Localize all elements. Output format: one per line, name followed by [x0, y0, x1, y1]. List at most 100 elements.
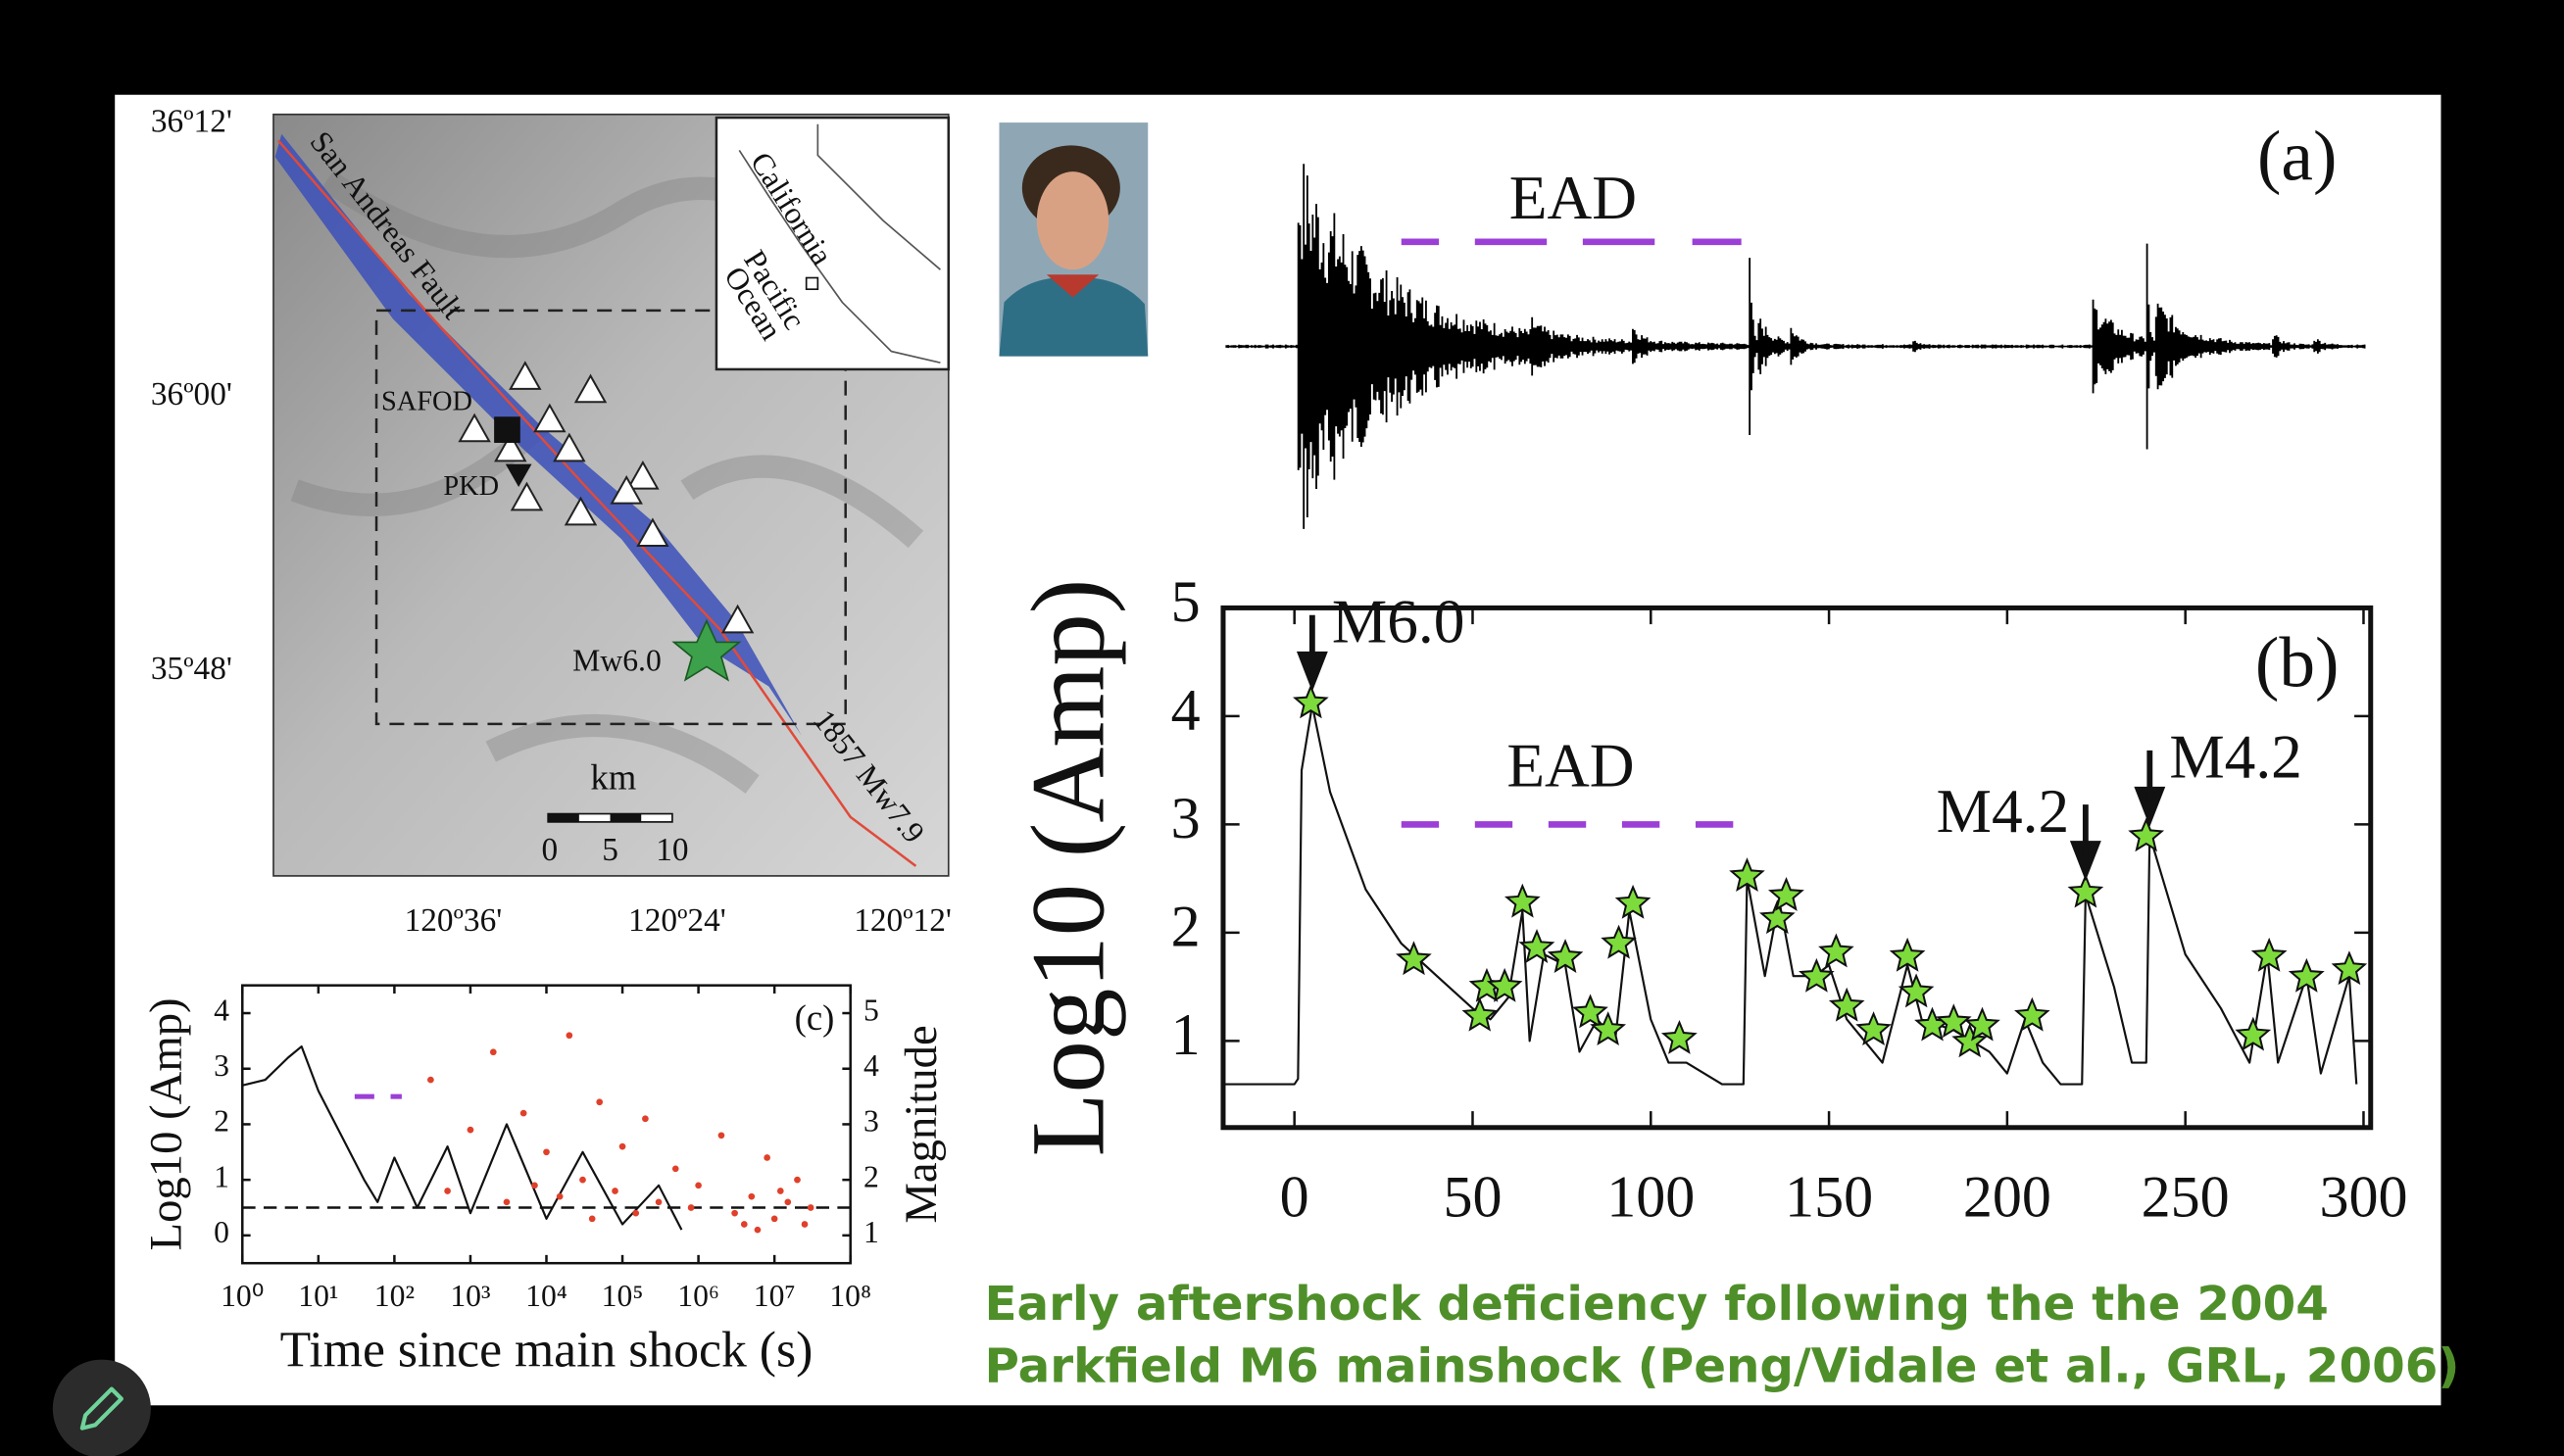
- event-star: [1799, 957, 1835, 993]
- y2-tick-label: 3: [863, 1104, 879, 1139]
- event-star: [2067, 873, 2104, 908]
- x-tick-label: 10⁴: [525, 1279, 567, 1313]
- x-tick-label: 10⁰: [221, 1279, 264, 1313]
- magnitude-dot: [784, 1198, 792, 1206]
- y-tick-label: 4: [214, 993, 229, 1027]
- y-tick-label: 1: [214, 1159, 229, 1193]
- magnitude-dot: [807, 1204, 814, 1211]
- y2-axis-label: Magnitude: [896, 1025, 947, 1223]
- lon-label: 120º12': [854, 902, 952, 939]
- magnitude-dot: [695, 1182, 702, 1189]
- event-star: [1767, 876, 1804, 911]
- magnitude-dot: [556, 1192, 564, 1200]
- magnitude-dot: [467, 1126, 474, 1134]
- amplitude-line: [242, 1044, 683, 1231]
- x-tick-label: 200: [1963, 1163, 2051, 1229]
- event-star: [1518, 929, 1555, 963]
- y-tick-label: 3: [214, 1048, 229, 1083]
- event-star: [1828, 987, 1865, 1022]
- event-star: [1572, 994, 1608, 1029]
- panel-label: (b): [2255, 623, 2340, 703]
- event-star: [1818, 933, 1854, 968]
- pkd-marker: [505, 463, 532, 488]
- magnitude-dot: [503, 1198, 511, 1206]
- scale-bar: [547, 812, 673, 823]
- magnitude-dot: [655, 1198, 663, 1206]
- mainshock-star: [671, 618, 742, 682]
- event-star: [2235, 1016, 2272, 1051]
- scale-unit: km: [590, 757, 636, 798]
- event-label: Mw6.0: [572, 643, 662, 677]
- panel-c: 10⁰ 10¹ 10² 10³ 10⁴ 10⁵ 10⁶ 10⁷ 10⁸ 0 1 2 3 4 1 2 3 4 5 (c)…: [141, 984, 947, 1378]
- x-tick-label: 10³: [450, 1279, 490, 1313]
- event-star: [1855, 1011, 1892, 1045]
- caption-line: Parkfield M6 mainshock (Peng/Vidale et a…: [984, 1339, 2459, 1394]
- event-star: [1759, 899, 1796, 935]
- y-tick-label: 4: [1171, 677, 1201, 743]
- stations: [458, 361, 755, 634]
- magnitude-dot: [740, 1221, 748, 1228]
- x-tick-label: 300: [2319, 1163, 2407, 1229]
- map: 36º12' 36º00' 35º48' 120º36' 120º24' 120…: [151, 103, 952, 939]
- magnitude-dot: [748, 1192, 756, 1200]
- event-star: [1292, 684, 1329, 719]
- magnitude-dot: [543, 1148, 550, 1156]
- event-star: [1614, 884, 1652, 919]
- magnitude-dot: [776, 1188, 784, 1194]
- panel-b: 0 50 100 150 200 250 300 1 2 3 4 5 EAD M6.0 M4.2 M4.2 (b…: [1011, 568, 2408, 1229]
- panel-label: (a): [2257, 117, 2337, 196]
- lat-label: 35º48': [151, 651, 232, 687]
- event-star: [1461, 996, 1499, 1032]
- y2-tick-label: 2: [863, 1159, 879, 1193]
- seismogram: [1225, 164, 2366, 529]
- event-star: [2014, 996, 2050, 1032]
- magnitude-dot: [764, 1154, 770, 1161]
- fault-trace: [277, 139, 917, 867]
- event-star: [1396, 941, 1432, 976]
- portrait-photo: [999, 122, 1149, 357]
- magnitude-dot: [794, 1176, 801, 1184]
- event-star: [2288, 957, 2325, 993]
- y-tick-label: 0: [214, 1215, 229, 1249]
- x-tick-label: 10²: [374, 1279, 415, 1313]
- magnitude-dot: [612, 1188, 618, 1194]
- magnitude-dot: [642, 1115, 649, 1123]
- magnitude-dot: [632, 1209, 640, 1217]
- event-star: [2331, 950, 2368, 986]
- magnitude-dot: [427, 1076, 434, 1084]
- magnitude-dot: [754, 1226, 762, 1234]
- event-star: [1547, 939, 1584, 973]
- scale-tick: 5: [602, 832, 618, 868]
- y2-tick-label: 1: [863, 1215, 879, 1249]
- event-star: [1590, 1011, 1627, 1046]
- lon-label: 120º36': [405, 902, 503, 939]
- lon-label: 120º24': [628, 902, 726, 939]
- event-star: [1729, 857, 1765, 893]
- inset-study-area: [805, 276, 819, 291]
- y-tick-label: 3: [1171, 785, 1201, 850]
- y-axis-label: Log10 (Amp): [1011, 579, 1127, 1157]
- x-tick-label: 100: [1606, 1163, 1695, 1229]
- magnitude-dot: [731, 1209, 738, 1217]
- annotation-arrow: [2134, 750, 2166, 827]
- magnitude-dot: [687, 1204, 695, 1211]
- y-tick-label: 2: [1171, 894, 1201, 959]
- terrain: [290, 170, 925, 794]
- safod-marker: [494, 416, 520, 443]
- scale-tick: 0: [541, 832, 558, 868]
- ead-label: EAD: [1506, 732, 1634, 801]
- x-tick-label: 10⁷: [754, 1279, 796, 1313]
- edit-button[interactable]: [52, 1359, 151, 1456]
- magnitude-dot: [444, 1188, 451, 1194]
- magnitude-dot: [489, 1048, 497, 1056]
- magnitude-dot: [801, 1221, 809, 1228]
- x-tick-label: 10⁶: [677, 1279, 719, 1313]
- inset-coast: [738, 123, 941, 364]
- caption-line: Early aftershock deficiency following th…: [984, 1277, 2328, 1332]
- x-tick-label: 10¹: [298, 1279, 338, 1313]
- station-label: PKD: [443, 471, 499, 502]
- magnitude-dot: [596, 1098, 604, 1106]
- event-star: [1601, 924, 1637, 959]
- magnitude-dot: [566, 1032, 573, 1040]
- event-star: [1504, 883, 1541, 918]
